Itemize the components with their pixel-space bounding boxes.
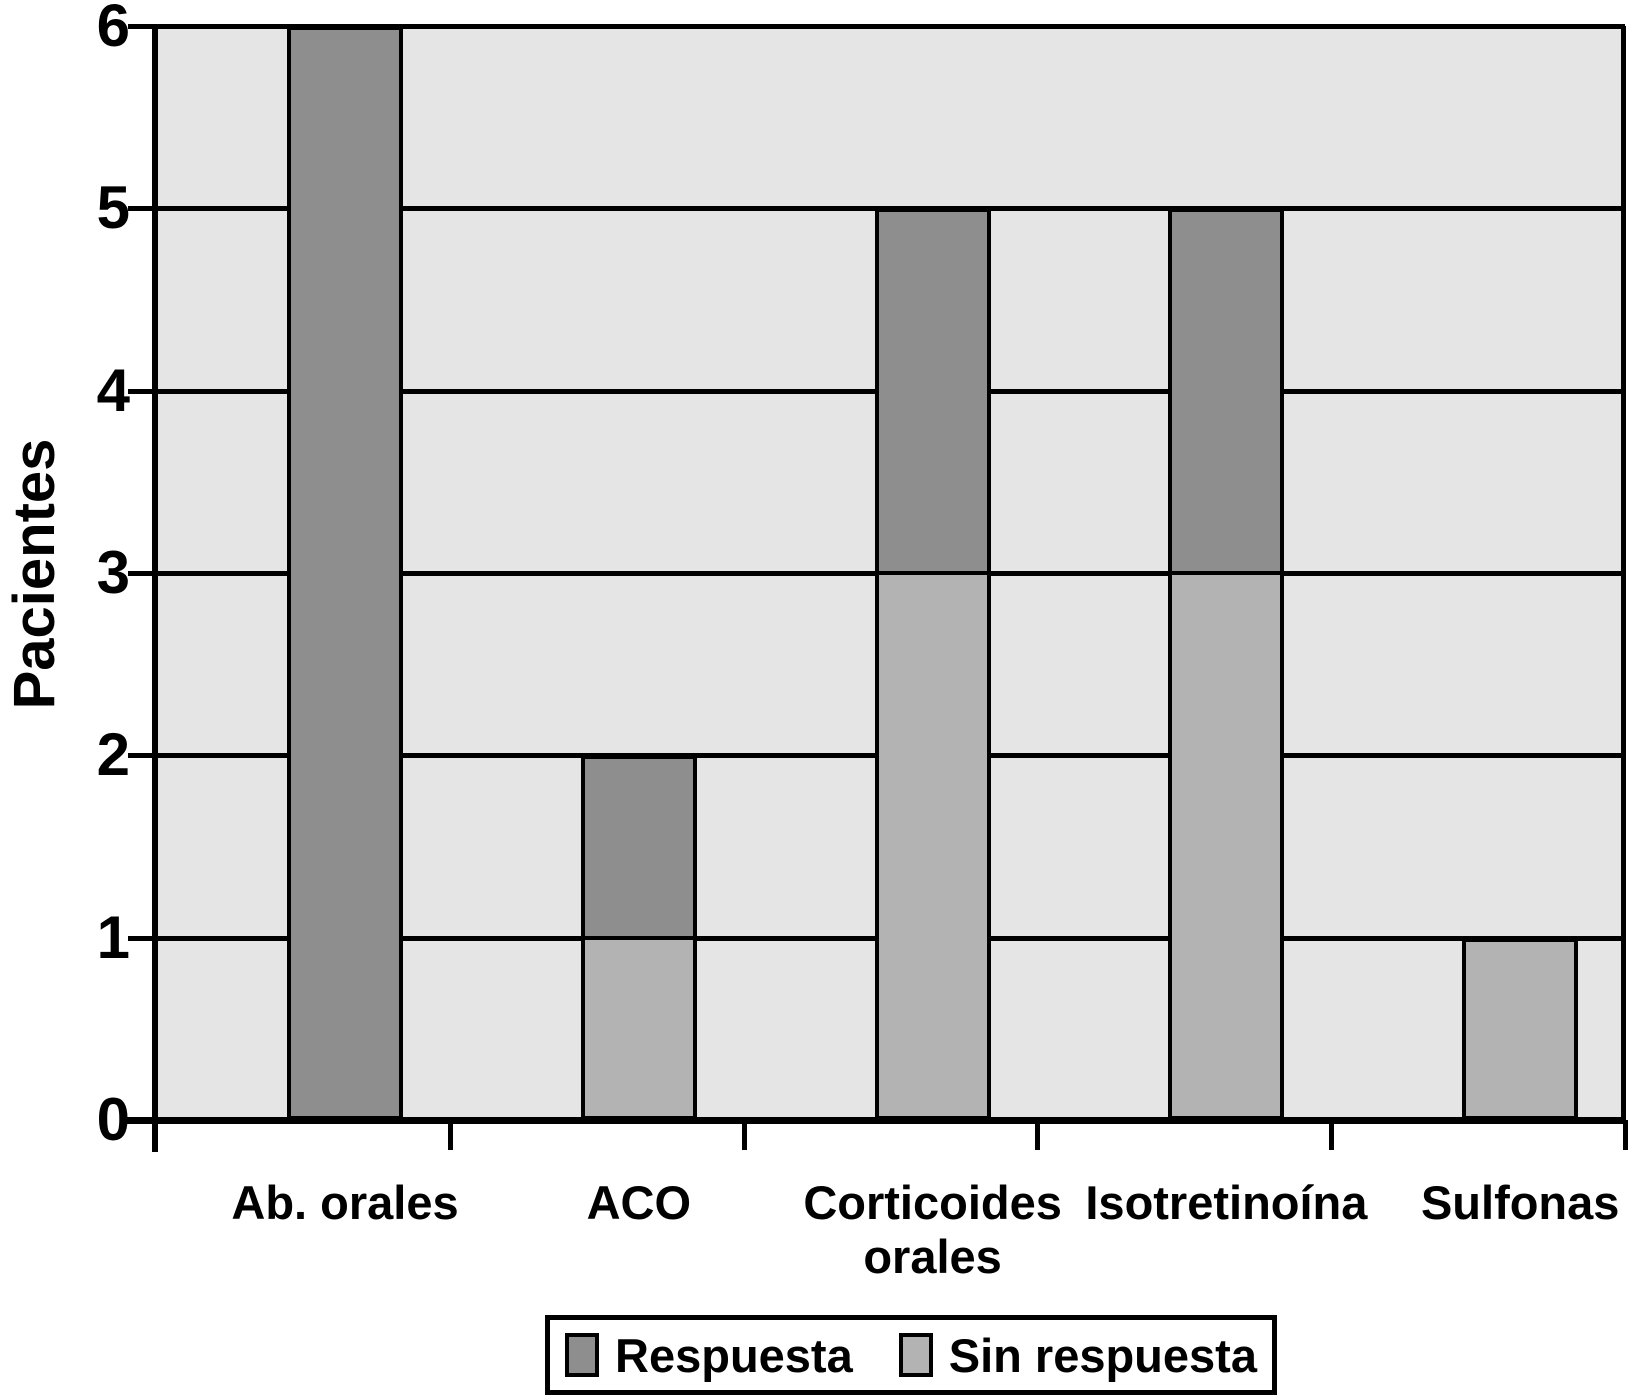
x-category-label: Ab. orales bbox=[231, 1176, 459, 1229]
y-axis-tick bbox=[128, 571, 154, 576]
bar-segment-respuesta bbox=[584, 759, 693, 940]
y-tick-label: 6 bbox=[96, 0, 130, 59]
legend-item-sin-respuesta: Sin respuesta bbox=[898, 1328, 1257, 1383]
x-axis-tick bbox=[1623, 1120, 1628, 1150]
stacked-bar bbox=[874, 208, 991, 1120]
x-category-label: Corticoides orales bbox=[803, 1176, 1062, 1284]
bar-segment-respuesta bbox=[1172, 212, 1281, 575]
y-axis-tick bbox=[128, 935, 154, 941]
plot-right-border bbox=[1621, 26, 1626, 1120]
x-category-label: Sulfonas bbox=[1420, 1176, 1620, 1229]
x-category-label: ACO bbox=[586, 1176, 692, 1229]
y-tick-label: 1 bbox=[96, 903, 130, 971]
y-axis-tick bbox=[128, 24, 154, 29]
bar-segment-respuesta bbox=[878, 212, 987, 575]
x-axis-tick bbox=[447, 1120, 453, 1150]
gridline bbox=[156, 24, 1625, 29]
y-axis-tick bbox=[128, 206, 154, 212]
y-tick-label: 2 bbox=[96, 721, 130, 789]
stacked-bar bbox=[287, 26, 403, 1120]
stacked-bar bbox=[1168, 208, 1285, 1120]
legend-label-respuesta: Respuesta bbox=[615, 1328, 853, 1382]
legend: Respuesta Sin respuesta bbox=[545, 1315, 1277, 1395]
legend-swatch-respuesta bbox=[565, 1333, 600, 1377]
x-axis bbox=[126, 1117, 1625, 1124]
legend-label-sin-respuesta: Sin respuesta bbox=[948, 1328, 1257, 1382]
x-axis-tick bbox=[1035, 1120, 1041, 1150]
x-category-label: Isotretinoína bbox=[1085, 1176, 1368, 1229]
y-tick-label: 0 bbox=[96, 1086, 130, 1153]
stacked-bar bbox=[1462, 937, 1579, 1120]
y-tick-label: 5 bbox=[96, 174, 130, 242]
stacked-bar bbox=[580, 755, 697, 1120]
y-tick-label: 4 bbox=[96, 356, 130, 424]
x-axis-tick bbox=[1329, 1120, 1335, 1150]
y-axis-tick bbox=[128, 753, 154, 759]
legend-item-respuesta: Respuesta bbox=[565, 1328, 853, 1383]
legend-swatch-sin-respuesta bbox=[898, 1333, 933, 1377]
y-tick-label: 3 bbox=[96, 539, 130, 606]
y-axis bbox=[152, 24, 158, 1152]
x-axis-tick bbox=[741, 1120, 747, 1150]
y-axis-tick bbox=[128, 388, 154, 394]
